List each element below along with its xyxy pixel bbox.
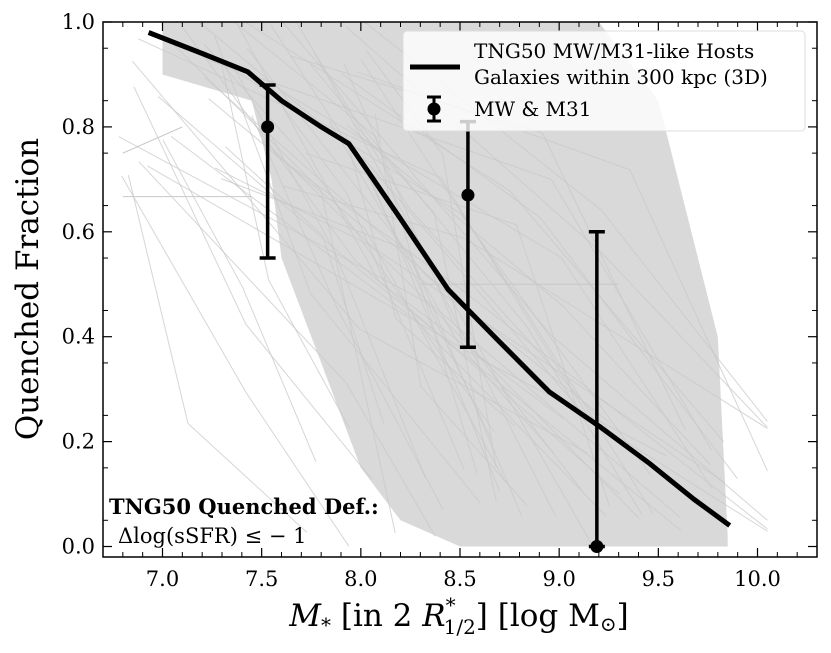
x-tick-label: 7.0 (146, 567, 179, 591)
median-line-layer (147, 30, 732, 528)
quench-definition-title: TNG50 Quenched Def.: (109, 494, 379, 519)
host-line (121, 175, 350, 547)
host-line (343, 63, 582, 490)
x-tick-label: 8.5 (443, 567, 476, 591)
host-line (290, 55, 686, 431)
host-line (282, 185, 768, 429)
errorbar-marker (590, 540, 604, 554)
host-line (220, 62, 351, 430)
host-line (281, 105, 465, 469)
host-line (360, 59, 654, 514)
y-tick-label: 0.4 (62, 325, 95, 349)
host-line (264, 140, 681, 518)
errorbar-marker (461, 188, 475, 202)
host-line (122, 126, 183, 154)
y-axis-title: Quenched Fraction (10, 138, 46, 440)
errorbar-layer (259, 83, 605, 554)
host-line (221, 178, 523, 517)
host-line (282, 91, 713, 489)
x-tick-label: 9.5 (642, 567, 675, 591)
median-line-series-0 (147, 30, 732, 528)
errorbar-point-0 (259, 83, 276, 260)
legend-errorbar-label: MW & M31 (474, 97, 591, 121)
quench-definition-text: Δlog(sSFR) ≤ − 1 (118, 524, 306, 548)
y-tick-label: 0.2 (62, 430, 95, 454)
host-line (365, 49, 497, 468)
host-line (133, 86, 373, 481)
host-line (246, 47, 610, 423)
host-line (132, 60, 588, 454)
host-line (127, 174, 308, 533)
ticks-layer: 7.0 7.5 8.0 8.5 9.0 9.5 10.0 0.0 0.2 0.4 0.6 0.8 1.0 (62, 10, 818, 591)
x-axis-title: M* [in 2 R* 1/2] [log M⊙] (288, 593, 628, 639)
host-line (295, 22, 619, 441)
host-line (182, 27, 620, 495)
y-tick-label: 0.0 (62, 535, 95, 559)
y-tick-label: 1.0 (62, 10, 95, 34)
host-line (138, 161, 436, 537)
legend-box (402, 30, 806, 132)
legend-series-line2: Galaxies within 300 kpc (3D) (474, 65, 768, 89)
legend-series-line1: TNG50 MW/M31-like Hosts (474, 39, 754, 63)
host-line (344, 133, 516, 427)
host-line (244, 22, 724, 442)
errorbar-marker (261, 120, 275, 134)
y-tick-label: 0.6 (62, 220, 95, 244)
x-tick-label: 8.0 (344, 567, 377, 591)
legend: TNG50 MW/M31-like Hosts Galaxies within … (402, 30, 806, 132)
host-line (198, 22, 501, 492)
x-tick-label: 9.0 (542, 567, 575, 591)
host-line (162, 139, 317, 462)
host-line (208, 98, 506, 482)
host-line (347, 124, 711, 466)
legend-errorbar-swatch (427, 95, 441, 123)
host-line (138, 38, 595, 427)
host-line (281, 22, 768, 521)
host-line (214, 36, 481, 504)
host-line (251, 115, 444, 510)
host-line (203, 43, 495, 432)
host-line (225, 146, 385, 426)
host-line (274, 154, 768, 530)
x-tick-label: 7.5 (245, 567, 278, 591)
y-tick-label: 0.8 (62, 115, 95, 139)
x-tick-label: 10.0 (734, 567, 781, 591)
errorbar-point-2 (588, 230, 605, 554)
host-line (171, 42, 396, 534)
host-line (207, 59, 712, 450)
host-line (157, 96, 682, 531)
